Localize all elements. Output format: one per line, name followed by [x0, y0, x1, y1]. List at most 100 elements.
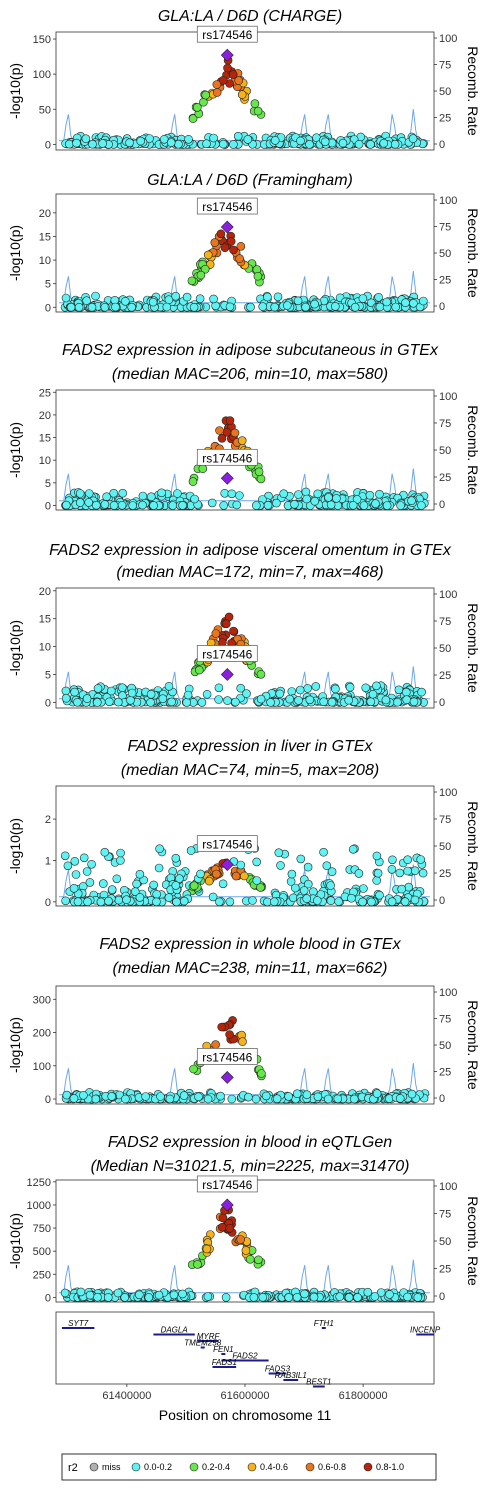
snp-point	[82, 694, 92, 703]
snp-point	[252, 876, 262, 885]
snp-point	[350, 302, 360, 312]
snp-point	[154, 1290, 164, 1300]
legend-title: r2	[68, 1462, 78, 1474]
snp-point	[79, 853, 89, 863]
snp-point	[229, 245, 238, 255]
y-tick-label: 150	[33, 34, 51, 46]
snp-point	[417, 687, 426, 697]
snp-point	[240, 871, 249, 881]
snp-point	[366, 140, 375, 149]
snp-point	[194, 1092, 203, 1102]
snp-point	[251, 501, 261, 510]
y-tick-label: 15	[39, 433, 51, 445]
snp-point	[84, 498, 93, 507]
snp-point	[214, 695, 223, 704]
snp-point	[172, 897, 181, 907]
recomb-tick-label: 25	[439, 670, 451, 682]
snp-point	[82, 296, 91, 306]
snp-point	[216, 229, 226, 239]
snp-point	[203, 250, 213, 260]
recomb-tick-label: 50	[439, 1040, 451, 1052]
lead-snp-label: rs174546	[202, 1050, 252, 1064]
snp-point	[302, 894, 312, 903]
snp-point	[127, 688, 137, 698]
snp-point	[179, 896, 189, 906]
legend-swatch	[189, 1462, 199, 1472]
panel-title: GLA:LA / D6D (Framingham)	[147, 172, 353, 189]
snp-point	[71, 870, 81, 879]
snp-point	[257, 1069, 266, 1078]
snp-point	[292, 1293, 302, 1302]
snp-point	[93, 684, 103, 693]
snp-point	[275, 689, 285, 699]
gene-label: FEN1	[213, 1345, 233, 1354]
y-tick-label: 1	[45, 855, 51, 867]
snp-point	[358, 294, 368, 303]
recomb-tick-label: 100	[439, 589, 457, 601]
recomb-tick-label: 50	[439, 445, 451, 457]
y-tick-label: 15	[39, 614, 51, 626]
snp-point	[382, 501, 392, 510]
snp-point	[344, 1293, 354, 1302]
assoc-panel-5: FADS2 expression in liver in GTEx (median…	[7, 738, 481, 909]
snp-point	[233, 131, 243, 141]
snp-point	[72, 138, 81, 148]
snp-point	[107, 885, 117, 894]
snp-point	[75, 498, 85, 507]
lead-snp-label-box	[196, 1048, 258, 1065]
snp-point	[144, 1293, 154, 1302]
snp-point	[182, 698, 191, 707]
snp-point	[358, 897, 367, 907]
assoc-panel-1: GLA:LA / D6D (CHARGE) 0 50 100 150 0 25 50 75 100…	[7, 8, 481, 151]
snp-point	[272, 498, 281, 508]
snp-point	[353, 1293, 362, 1302]
assoc-panel-4: FADS2 expression in adipose visceral ome…	[7, 542, 481, 709]
y-axis-label: -log10(p)	[7, 620, 23, 676]
y-tick-label: 100	[33, 69, 51, 81]
snp-point	[305, 140, 314, 149]
snp-point	[370, 1292, 380, 1301]
lead-snp-label-box	[196, 835, 258, 852]
gene-track-frame	[55, 1311, 435, 1385]
snp-point	[91, 1094, 100, 1104]
snp-point	[202, 689, 212, 699]
snp-point	[159, 135, 169, 144]
snp-point	[87, 302, 97, 312]
snp-point	[157, 488, 166, 498]
snp-point	[372, 876, 382, 885]
snp-point	[146, 689, 156, 699]
gene-syt7: SYT7	[61, 1319, 95, 1329]
panel-title: (median MAC=74, min=5, max=208)	[121, 762, 379, 779]
snp-points	[61, 1016, 430, 1104]
recomb-tick-label: 50	[439, 248, 451, 260]
snp-point	[167, 697, 176, 707]
snp-point	[112, 874, 122, 884]
snp-point	[225, 1030, 234, 1039]
snp-point	[326, 500, 336, 510]
y-tick-label: 20	[39, 410, 51, 422]
snp-point	[73, 897, 83, 907]
gene-fads1: FADS1	[212, 1358, 237, 1368]
snp-point	[225, 302, 235, 312]
snp-point	[287, 869, 297, 879]
snp-point	[203, 1094, 213, 1104]
snp-point	[189, 302, 199, 312]
recomb-tick-label: 75	[439, 1014, 451, 1026]
snp-point	[309, 1292, 319, 1302]
snp-point	[270, 136, 280, 145]
snp-point	[76, 1287, 86, 1297]
snp-point	[152, 897, 161, 907]
snp-point	[61, 896, 70, 906]
snp-point	[184, 135, 193, 144]
snp-point	[237, 90, 247, 99]
lead-snp-label-box	[196, 197, 258, 215]
snp-point	[189, 881, 199, 891]
snp-point	[209, 294, 218, 304]
snp-point	[285, 694, 295, 704]
recomb-tick-label: 25	[439, 1264, 451, 1276]
snp-point	[335, 1292, 345, 1301]
y-tick-label: 0	[45, 897, 51, 909]
snp-point	[116, 848, 125, 858]
snp-point	[178, 1289, 187, 1299]
